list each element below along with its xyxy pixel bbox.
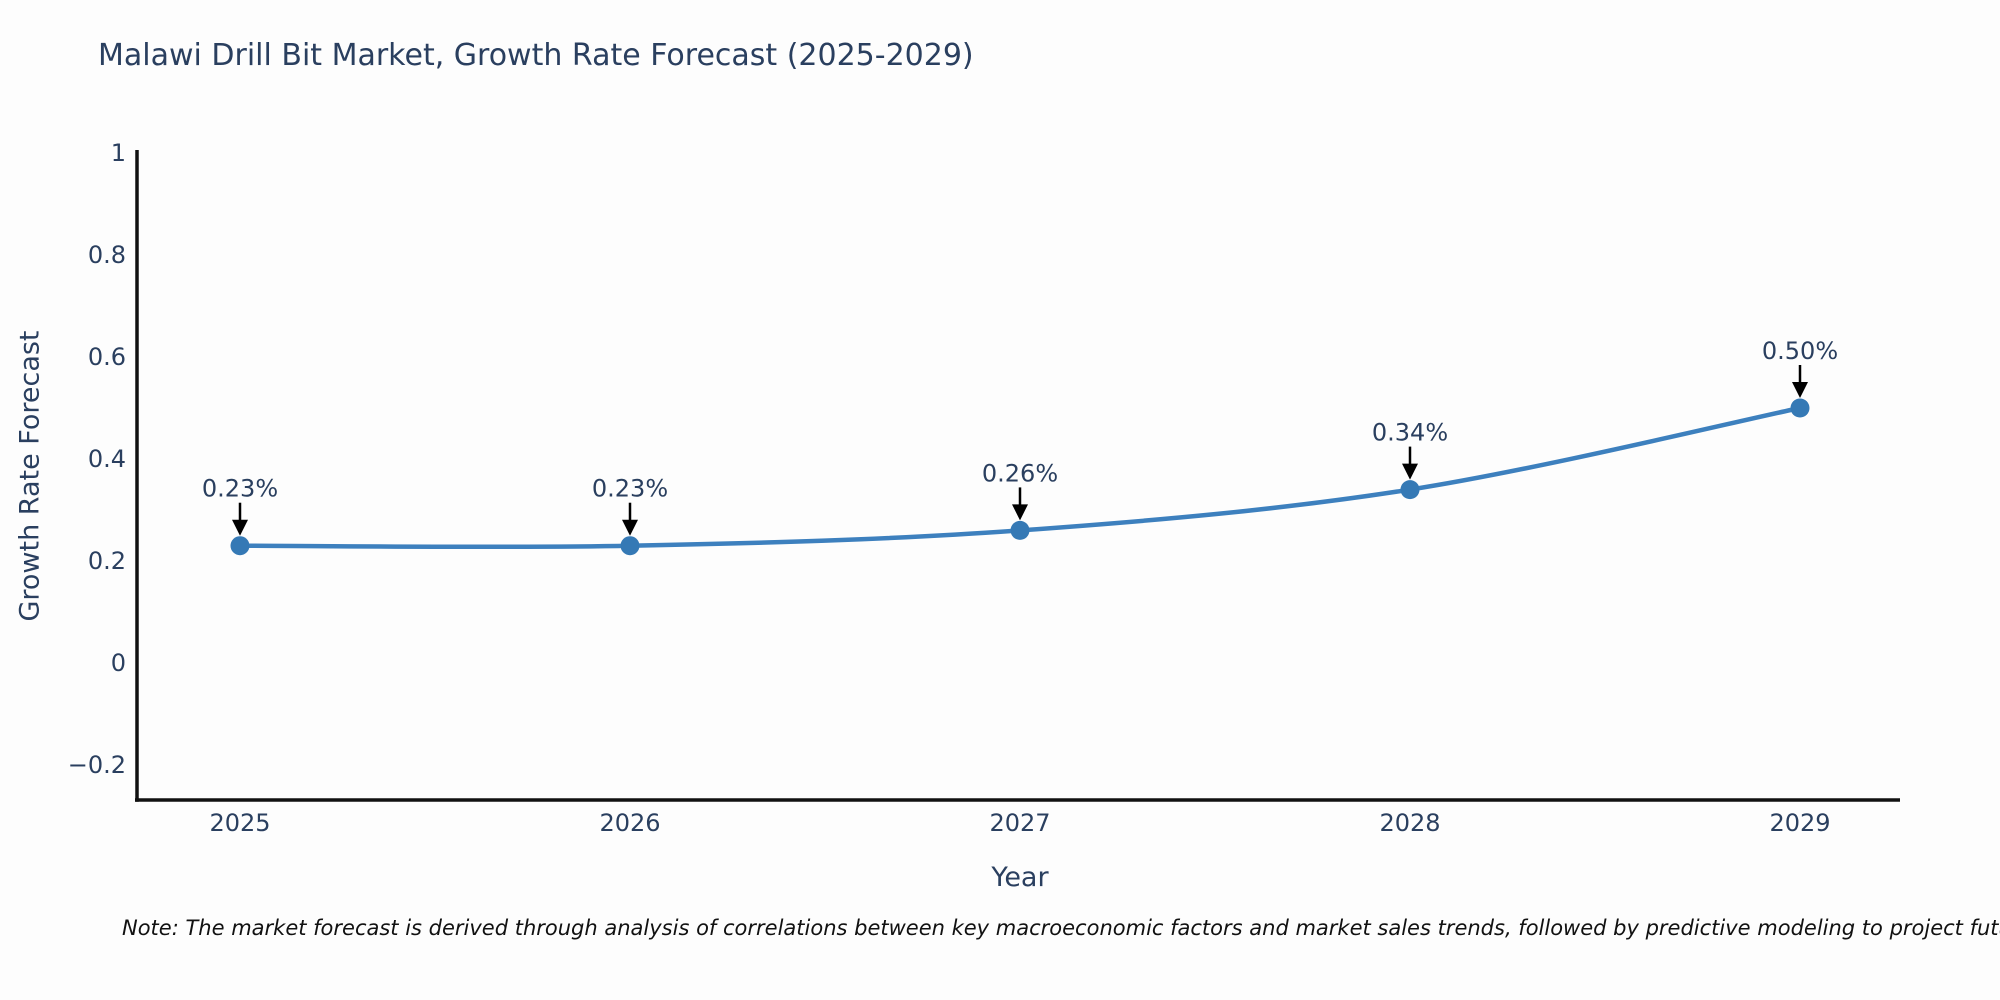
data-point: [620, 536, 640, 556]
point-annotation: 0.23%: [202, 475, 278, 503]
y-tick-label: 0: [111, 649, 126, 677]
annotation-arrowhead-icon: [622, 519, 638, 536]
point-annotation: 0.23%: [592, 475, 668, 503]
annotation-arrowhead-icon: [1012, 504, 1028, 521]
chart-footnote: Note: The market forecast is derived thr…: [122, 916, 2000, 940]
point-annotation: 0.50%: [1762, 337, 1838, 365]
data-point: [1010, 520, 1030, 540]
x-tick-label: 2027: [989, 809, 1050, 837]
annotation-arrowhead-icon: [1402, 463, 1418, 480]
y-tick-label: 0.2: [88, 547, 126, 575]
x-tick-label: 2028: [1379, 809, 1440, 837]
data-point: [230, 536, 250, 556]
x-tick-label: 2029: [1769, 809, 1830, 837]
y-tick-label: 0.6: [88, 343, 126, 371]
y-tick-label: 1: [111, 139, 126, 167]
point-annotation: 0.34%: [1372, 419, 1448, 447]
data-point: [1400, 480, 1420, 500]
y-tick-label: 0.4: [88, 445, 126, 473]
x-axis-title: Year: [991, 862, 1049, 893]
y-tick-label: −0.2: [68, 751, 126, 779]
annotation-arrowhead-icon: [1792, 382, 1808, 398]
x-tick-label: 2026: [599, 809, 660, 837]
data-point: [1790, 398, 1810, 418]
y-tick-label: 0.8: [88, 241, 126, 269]
point-annotation: 0.26%: [982, 459, 1058, 487]
chart-title: Malawi Drill Bit Market, Growth Rate For…: [98, 38, 974, 73]
annotation-arrowhead-icon: [232, 519, 248, 536]
x-tick-label: 2025: [209, 809, 270, 837]
